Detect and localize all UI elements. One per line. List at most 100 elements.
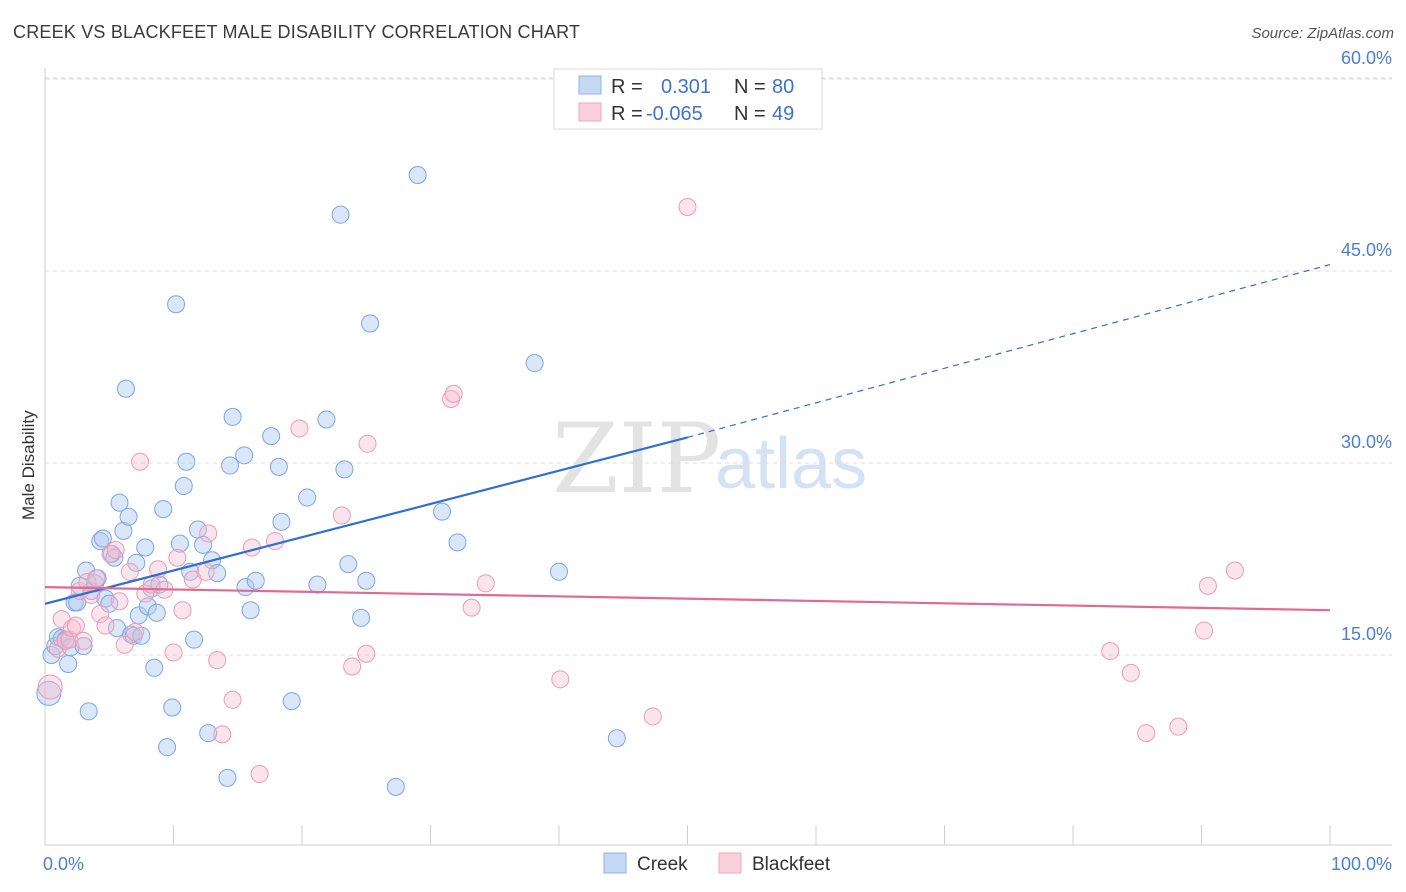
blackfeet-point <box>37 674 63 700</box>
blackfeet-point <box>290 419 309 438</box>
blackfeet-point <box>1198 576 1217 595</box>
creek-point <box>223 407 242 426</box>
blackfeet-point <box>110 592 129 611</box>
creek-point <box>116 379 135 398</box>
blackfeet-point <box>1169 717 1188 736</box>
blackfeet-point <box>551 670 570 689</box>
legend: R = 0.301 N = 80 R = -0.065 N = 49 <box>553 68 823 130</box>
y-axis-label: Male Disability <box>19 410 38 520</box>
blackfeet-point <box>106 541 125 560</box>
creek-point <box>448 533 467 552</box>
creek-point <box>154 500 173 519</box>
creek-point <box>269 457 288 476</box>
creek-point <box>42 646 61 664</box>
watermark-atlas: atlas <box>715 424 867 504</box>
blackfeet-point <box>164 643 183 662</box>
x-tick-labels: 0.0% 100.0% <box>43 854 1392 874</box>
y-tick-label: 60.0% <box>1341 48 1392 68</box>
creek-trend-extension <box>687 264 1331 438</box>
creek-point <box>170 534 189 553</box>
creek-point <box>167 295 186 314</box>
creek-point <box>386 777 405 796</box>
creek-point <box>607 729 626 748</box>
bottom-legend: Creek Blackfeet <box>603 852 831 875</box>
creek-point <box>241 601 260 620</box>
creek-point <box>114 521 133 540</box>
legend-r-label-creek: R = <box>611 76 643 98</box>
blackfeet-point <box>74 631 93 650</box>
creek-point <box>163 698 182 717</box>
creek-point <box>119 507 138 526</box>
creek-point <box>331 205 350 224</box>
creek-point <box>79 702 98 721</box>
blackfeet-point <box>87 569 106 588</box>
legend-n-value-blackfeet: 49 <box>772 103 794 125</box>
creek-point <box>525 354 544 373</box>
chart-title: CREEK VS BLACKFEET MALE DISABILITY CORRE… <box>13 22 581 42</box>
y-tick-label: 30.0% <box>1341 432 1392 452</box>
legend-r-value-blackfeet: -0.065 <box>646 103 703 125</box>
blackfeet-point <box>1137 724 1156 743</box>
creek-points <box>36 166 626 796</box>
blackfeet-point <box>1121 663 1140 682</box>
creek-point <box>199 724 218 743</box>
creek-point <box>100 594 119 613</box>
creek-point <box>272 512 291 531</box>
blackfeet-point <box>223 690 242 709</box>
creek-point <box>59 654 78 673</box>
legend-r-value-creek: 0.301 <box>661 76 711 98</box>
creek-point <box>221 456 240 475</box>
creek-point <box>550 562 568 581</box>
creek-point <box>361 314 380 333</box>
blackfeet-point <box>173 601 192 620</box>
creek-point <box>208 564 227 583</box>
creek-point <box>408 166 427 184</box>
blackfeet-point <box>131 452 150 471</box>
blackfeet-point <box>1101 642 1120 661</box>
blackfeet-point <box>1225 561 1244 580</box>
x-tick-label-min: 0.0% <box>43 854 84 874</box>
creek-point <box>218 768 237 787</box>
creek-point <box>298 488 317 507</box>
legend-n-value-creek: 80 <box>772 76 794 98</box>
blackfeet-points <box>37 198 1244 784</box>
blackfeet-point <box>208 651 227 670</box>
legend-swatch-creek <box>578 75 602 95</box>
trend-lines <box>44 264 1331 612</box>
blackfeet-point <box>213 725 232 744</box>
blackfeet-trend-line <box>44 586 1331 612</box>
creek-point <box>136 538 155 557</box>
blackfeet-point <box>442 390 461 408</box>
x-tick-label-max: 100.0% <box>1331 854 1392 874</box>
blackfeet-point <box>199 524 218 543</box>
y-tick-labels: 15.0% 30.0% 45.0% 60.0% <box>1341 48 1392 644</box>
bottom-legend-blackfeet: Blackfeet <box>752 854 831 875</box>
legend-r-label-blackfeet: R = <box>611 103 643 125</box>
axes <box>44 68 1392 846</box>
bottom-legend-creek: Creek <box>637 854 688 875</box>
blackfeet-point <box>196 562 215 581</box>
creek-trend-line <box>44 436 688 605</box>
blackfeet-point <box>125 622 144 641</box>
creek-point <box>147 603 166 622</box>
blackfeet-point <box>250 765 269 784</box>
creek-point <box>174 477 193 496</box>
blackfeet-point <box>643 707 662 726</box>
creek-point <box>185 630 204 649</box>
blackfeet-point <box>343 657 362 676</box>
blackfeet-point <box>266 532 285 551</box>
creek-point <box>235 446 254 465</box>
creek-point <box>177 452 196 471</box>
blackfeet-point <box>91 605 110 624</box>
creek-point <box>282 692 301 711</box>
creek-point <box>91 532 110 551</box>
creek-point <box>110 493 129 512</box>
creek-point <box>158 738 177 757</box>
creek-point <box>127 553 146 572</box>
blackfeet-point <box>1195 621 1214 640</box>
creek-point <box>357 571 376 590</box>
blackfeet-point <box>332 506 351 525</box>
y-tick-label: 45.0% <box>1341 240 1392 260</box>
creek-point <box>335 460 354 479</box>
